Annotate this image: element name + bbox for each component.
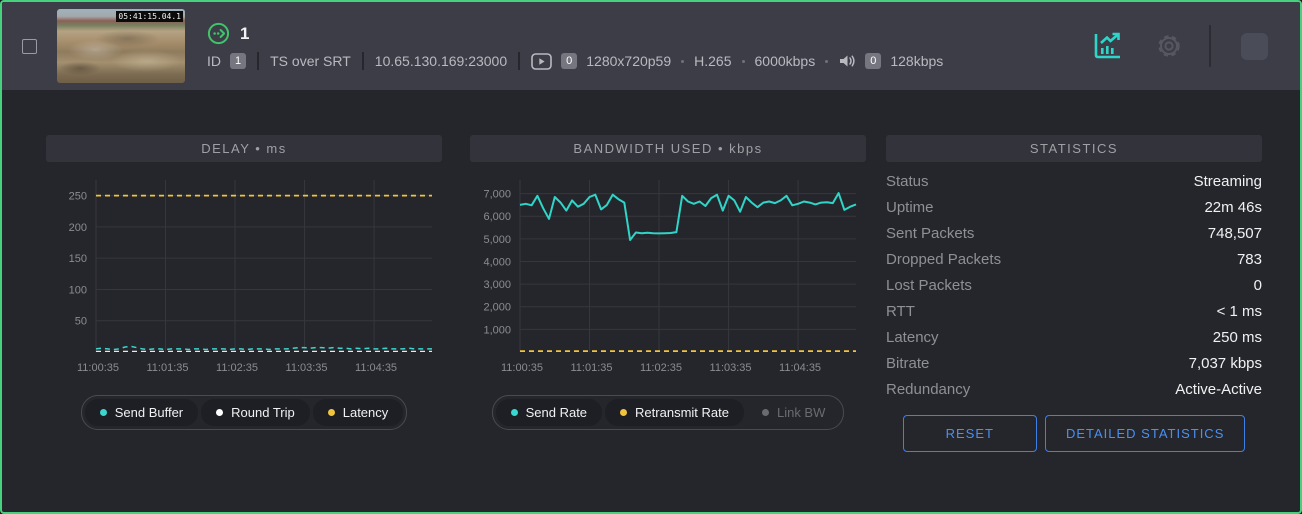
legend-send-buffer[interactable]: Send Buffer xyxy=(84,399,199,426)
protocol-label: TS over SRT xyxy=(270,53,351,69)
statistics-panel: STATISTICS Status Streaming Uptime 22m 4… xyxy=(886,135,1262,452)
stream-info: 1 ID 1 TS over SRT 10.65.130.169:23000 0… xyxy=(207,22,943,70)
svg-text:3,000: 3,000 xyxy=(483,279,511,291)
stat-row-status: Status Streaming xyxy=(886,172,1262,190)
legend-send-rate[interactable]: Send Rate xyxy=(495,399,603,426)
svg-text:2,000: 2,000 xyxy=(483,302,511,314)
svg-text:11:02:35: 11:02:35 xyxy=(216,362,258,374)
legend-link-bw[interactable]: Link BW xyxy=(747,399,840,426)
stat-row-uptime: Uptime 22m 46s xyxy=(886,198,1262,216)
svg-text:7,000: 7,000 xyxy=(483,189,511,201)
statistics-toggle-button[interactable] xyxy=(1091,31,1125,61)
delay-chart: 50 100 150 200 250 11:00:35 11:01:35 11:02:35 11… xyxy=(69,180,432,374)
stat-row-redundancy: Redundancy Active-Active xyxy=(886,380,1262,398)
dot-separator xyxy=(741,59,745,63)
thumbnail-timecode: 05:41:15.04.1 xyxy=(116,11,183,22)
id-badge: 1 xyxy=(230,53,247,69)
audio-track-badge: 0 xyxy=(865,53,882,69)
latency-dot-icon xyxy=(327,409,335,416)
stream-select-checkbox[interactable] xyxy=(22,38,37,54)
delay-panel: DELAY • ms 50 100 150 200 250 11:00:35 11:01:3… xyxy=(46,135,442,430)
svg-text:100: 100 xyxy=(69,284,87,296)
svg-text:200: 200 xyxy=(69,222,87,234)
svg-text:11:04:35: 11:04:35 xyxy=(355,362,397,374)
delay-legend: Send Buffer Round Trip Latency xyxy=(80,395,408,430)
svg-text:5,000: 5,000 xyxy=(483,234,511,246)
separator xyxy=(518,52,521,70)
dot-separator xyxy=(825,59,829,63)
svg-text:11:00:35: 11:00:35 xyxy=(77,362,119,374)
svg-text:150: 150 xyxy=(69,253,87,265)
stat-row-bitrate: Bitrate 7,037 kbps xyxy=(886,354,1262,372)
stream-address: 10.65.130.169:23000 xyxy=(374,53,508,69)
send-rate-dot-icon xyxy=(510,409,518,416)
svg-text:4,000: 4,000 xyxy=(483,256,511,268)
header-divider xyxy=(1209,25,1211,67)
statistics-panel-title: STATISTICS xyxy=(886,135,1262,162)
video-format: 1280x720p59 xyxy=(586,53,672,69)
retransmit-rate-dot-icon xyxy=(620,409,628,416)
delay-panel-title: DELAY • ms xyxy=(46,135,442,162)
stat-row-lost-packets: Lost Packets 0 xyxy=(886,276,1262,294)
bandwidth-panel: BANDWIDTH USED • kbps 1,000 2,000 3,000 4,0… xyxy=(470,135,866,430)
statistics-rows: Status Streaming Uptime 22m 46s Sent Pac… xyxy=(886,168,1262,402)
send-buffer-dot-icon xyxy=(99,409,107,416)
id-label: ID xyxy=(207,53,221,69)
stat-row-dropped-packets: Dropped Packets 783 xyxy=(886,250,1262,268)
video-track-icon xyxy=(531,52,552,70)
stream-thumbnail: 05:41:15.04.1 xyxy=(57,9,185,83)
round-trip-dot-icon xyxy=(216,409,224,416)
svg-text:1,000: 1,000 xyxy=(483,324,511,336)
bandwidth-chart: 1,000 2,000 3,000 4,000 5,000 6,000 7,000 11:00… xyxy=(483,180,857,374)
svg-text:11:04:35: 11:04:35 xyxy=(779,362,821,374)
link-bw-dot-icon xyxy=(761,409,769,416)
legend-latency[interactable]: Latency xyxy=(312,399,404,426)
separator xyxy=(257,52,260,70)
bandwidth-legend: Send Rate Retransmit Rate Link BW xyxy=(491,395,845,430)
legend-round-trip[interactable]: Round Trip xyxy=(201,399,310,426)
audio-bitrate: 128kbps xyxy=(890,53,944,69)
stat-row-sent-packets: Sent Packets 748,507 xyxy=(886,224,1262,242)
svg-text:50: 50 xyxy=(75,316,87,328)
legend-retransmit-rate[interactable]: Retransmit Rate xyxy=(605,399,744,426)
video-bitrate: 6000kbps xyxy=(754,53,816,69)
audio-icon xyxy=(838,53,856,69)
separator xyxy=(361,52,364,70)
svg-text:11:01:35: 11:01:35 xyxy=(571,362,613,374)
stop-button[interactable] xyxy=(1241,32,1268,60)
svg-text:6,000: 6,000 xyxy=(483,211,511,223)
stat-row-rtt: RTT < 1 ms xyxy=(886,302,1262,320)
svg-text:11:03:35: 11:03:35 xyxy=(286,362,328,374)
settings-button[interactable] xyxy=(1155,32,1183,60)
stream-meta-row: ID 1 TS over SRT 10.65.130.169:23000 0 1… xyxy=(207,52,943,70)
svg-text:11:03:35: 11:03:35 xyxy=(710,362,752,374)
streaming-status-icon xyxy=(207,22,230,45)
video-track-badge: 0 xyxy=(561,53,578,69)
detailed-statistics-button[interactable]: DETAILED STATISTICS xyxy=(1044,415,1246,452)
reset-button[interactable]: RESET xyxy=(902,415,1037,452)
bandwidth-panel-title: BANDWIDTH USED • kbps xyxy=(470,135,866,162)
svg-text:11:02:35: 11:02:35 xyxy=(640,362,682,374)
stream-title: 1 xyxy=(240,23,250,43)
video-codec: H.265 xyxy=(694,53,732,69)
dot-separator xyxy=(681,59,685,63)
stat-row-latency: Latency 250 ms xyxy=(886,328,1262,346)
stream-header: 05:41:15.04.1 1 ID 1 TS over SRT xyxy=(2,2,1300,90)
svg-text:11:01:35: 11:01:35 xyxy=(147,362,189,374)
svg-text:250: 250 xyxy=(69,191,87,203)
svg-text:11:00:35: 11:00:35 xyxy=(501,362,543,374)
